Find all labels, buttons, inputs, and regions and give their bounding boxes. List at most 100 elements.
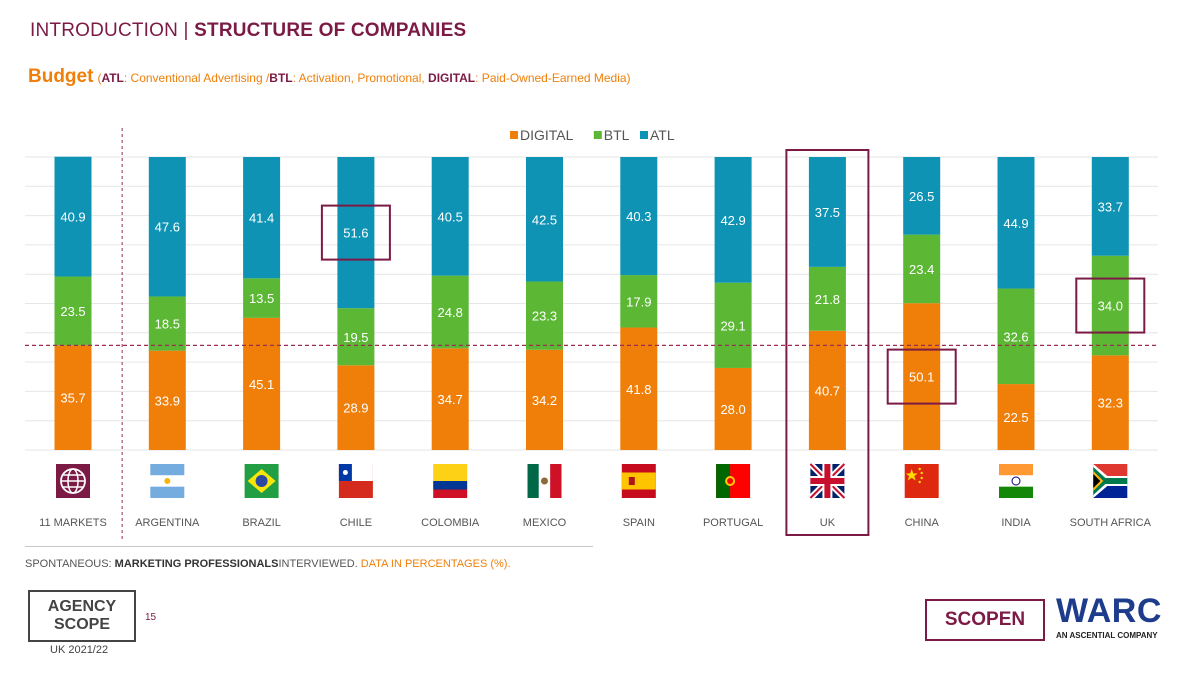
bar-atl-south-africa <box>1091 157 1129 256</box>
data-label-digital-argentina: 33.9 <box>155 393 180 408</box>
bar-digital-uk <box>808 330 846 450</box>
data-label-atl-south-africa: 33.7 <box>1098 199 1123 214</box>
subtitle-digital-key: DIGITAL <box>428 71 476 85</box>
category-label-11-markets: 11 MARKETS <box>39 517 107 529</box>
data-label-btl-portugal: 29.1 <box>720 318 745 333</box>
legend-label-atl: ATL <box>650 127 675 143</box>
flag-colombia-icon <box>433 464 468 498</box>
bar-btl-china <box>903 234 941 304</box>
subtitle-atl-desc: : Conventional Advertising / <box>123 71 270 85</box>
globe-icon <box>56 464 90 498</box>
bar-btl-south-africa <box>1091 255 1129 356</box>
footnote-b: MARKETING PROFESSIONALS <box>114 558 279 570</box>
value-highlight-china <box>886 348 957 405</box>
subtitle-main: Budget <box>28 66 94 87</box>
bar-btl-mexico <box>526 281 563 350</box>
flag-portugal-icon <box>716 464 751 498</box>
bar-atl-brazil <box>243 157 281 279</box>
data-label-digital-chile: 28.9 <box>343 401 368 416</box>
flag-spain-icon <box>621 464 656 498</box>
footnote-a: SPONTANEOUS: <box>25 558 115 570</box>
bar-atl-uk <box>808 157 846 267</box>
data-label-btl-spain: 17.9 <box>626 294 651 309</box>
bar-digital-portugal <box>714 367 752 450</box>
bar-btl-11-markets <box>54 276 92 346</box>
legend-swatch-atl <box>640 131 648 139</box>
data-label-digital-mexico: 34.2 <box>532 393 557 408</box>
agency-scope-logo: AGENCY SCOPE <box>28 590 136 642</box>
bar-btl-colombia <box>431 275 469 349</box>
data-label-digital-portugal: 28.0 <box>720 402 745 417</box>
bar-btl-spain <box>620 275 658 328</box>
data-label-atl-uk: 37.5 <box>815 205 840 220</box>
data-label-digital-china: 50.1 <box>909 370 934 385</box>
bar-atl-spain <box>620 157 658 276</box>
data-label-digital-colombia: 34.7 <box>438 392 463 407</box>
title-section: INTRODUCTION | <box>30 20 195 41</box>
data-label-btl-china: 23.4 <box>909 262 934 277</box>
footnote: SPONTANEOUS: MARKETING PROFESSIONALSINTE… <box>25 558 511 570</box>
flag-mexico-icon <box>527 464 562 498</box>
legend-label-btl: BTL <box>604 127 630 143</box>
bar-digital-11-markets <box>54 345 92 450</box>
footer-divider <box>25 546 593 547</box>
category-label-argentina: ARGENTINA <box>135 517 200 529</box>
data-label-btl-india: 32.6 <box>1003 329 1028 344</box>
flag-argentina-icon <box>150 464 185 498</box>
bar-digital-spain <box>620 327 658 450</box>
subtitle-btl-desc: : Activation, Promotional, <box>292 71 429 85</box>
bar-digital-mexico <box>526 349 563 450</box>
warc-tagline: AN ASCENTIAL COMPANY <box>1056 631 1158 640</box>
bar-digital-argentina <box>148 350 186 450</box>
subtitle-btl-key: BTL <box>269 71 293 85</box>
bar-atl-portugal <box>714 157 752 283</box>
data-label-btl-mexico: 23.3 <box>532 309 557 324</box>
title-topic: STRUCTURE OF COMPANIES <box>194 20 467 41</box>
category-label-uk: UK <box>820 517 836 529</box>
category-label-south-africa: SOUTH AFRICA <box>1070 517 1152 529</box>
data-label-btl-brazil: 13.5 <box>249 291 274 306</box>
bar-atl-india <box>997 157 1035 289</box>
data-label-digital-spain: 41.8 <box>626 382 651 397</box>
subtitle-paren: ( <box>97 71 102 85</box>
data-label-atl-mexico: 42.5 <box>532 212 557 227</box>
data-label-btl-south-africa: 34.0 <box>1098 299 1123 314</box>
data-label-digital-south-africa: 32.3 <box>1098 396 1123 411</box>
footnote-c: INTERVIEWED. <box>278 558 361 570</box>
category-label-chile: CHILE <box>340 517 372 529</box>
logo-line2: SCOPE <box>53 616 110 633</box>
bar-btl-portugal <box>714 282 752 368</box>
bar-digital-india <box>997 384 1035 450</box>
data-label-atl-spain: 40.3 <box>626 209 651 224</box>
data-label-btl-uk: 21.8 <box>815 292 840 307</box>
legend-swatch-digital <box>510 131 518 139</box>
bar-atl-mexico <box>526 157 563 282</box>
category-label-brazil: BRAZIL <box>242 517 281 529</box>
stacked-bar-chart: DIGITAL BTL ATL 35.7 23.5 40.9 11 MARKETS 33.9 1… <box>25 127 1158 540</box>
bar-digital-chile <box>337 365 375 450</box>
bar-digital-brazil <box>243 317 281 450</box>
category-label-colombia: COLOMBIA <box>421 517 480 529</box>
category-label-spain: SPAIN <box>623 517 655 529</box>
flag-india-icon <box>999 464 1033 498</box>
value-highlight-chile <box>320 204 391 261</box>
data-label-atl-portugal: 42.9 <box>720 213 745 228</box>
bar-atl-chile <box>337 157 375 309</box>
category-label-mexico: MEXICO <box>523 517 567 529</box>
category-label-india: INDIA <box>1001 517 1031 529</box>
data-label-atl-india: 44.9 <box>1003 216 1028 231</box>
data-label-digital-brazil: 45.1 <box>249 377 274 392</box>
category-label-china: CHINA <box>905 517 940 529</box>
bar-digital-colombia <box>431 348 469 450</box>
logo-line1: AGENCY <box>47 598 117 615</box>
data-label-atl-colombia: 40.5 <box>438 209 463 224</box>
data-label-atl-argentina: 47.6 <box>155 220 180 235</box>
bar-atl-11-markets <box>54 156 92 277</box>
scopen-logo: SCOPEN <box>925 599 1045 641</box>
warc-logo: WARC <box>1056 592 1162 630</box>
subtitle-digital-desc: : Paid-Owned-Earned Media) <box>475 71 631 85</box>
data-label-digital-india: 22.5 <box>1003 410 1028 425</box>
footnote-d: DATA IN PERCENTAGES (%). <box>360 558 511 570</box>
data-label-atl-china: 26.5 <box>909 189 934 204</box>
category-label-portugal: PORTUGAL <box>703 517 763 529</box>
